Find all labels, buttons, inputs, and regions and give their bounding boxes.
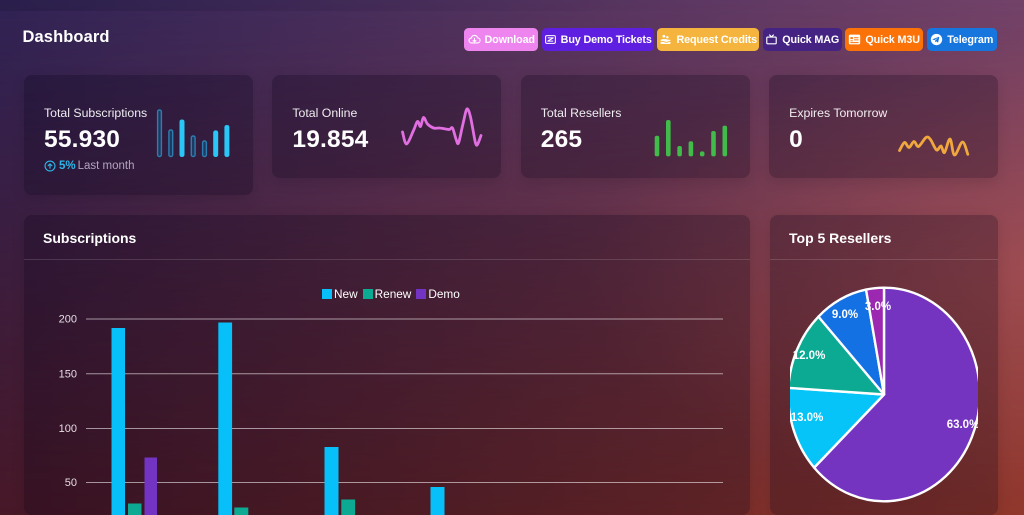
svg-text:12.0%: 12.0% bbox=[793, 350, 826, 362]
svg-text:200: 200 bbox=[59, 314, 77, 326]
svg-text:50: 50 bbox=[65, 477, 77, 489]
svg-text:150: 150 bbox=[59, 368, 77, 380]
svg-text:9.0%: 9.0% bbox=[832, 309, 858, 321]
svg-text:63.0%: 63.0% bbox=[947, 419, 978, 431]
svg-text:3.0%: 3.0% bbox=[865, 301, 891, 313]
svg-text:13.0%: 13.0% bbox=[791, 412, 824, 424]
svg-text:100: 100 bbox=[59, 423, 77, 435]
